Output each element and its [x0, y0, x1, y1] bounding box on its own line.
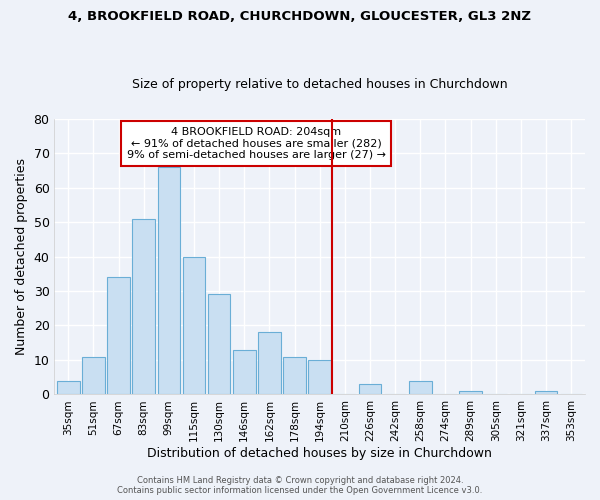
Bar — [258, 332, 281, 394]
Bar — [233, 350, 256, 395]
Bar — [57, 380, 80, 394]
Bar — [107, 277, 130, 394]
Text: 4, BROOKFIELD ROAD, CHURCHDOWN, GLOUCESTER, GL3 2NZ: 4, BROOKFIELD ROAD, CHURCHDOWN, GLOUCEST… — [68, 10, 532, 23]
Bar — [359, 384, 382, 394]
Bar — [133, 218, 155, 394]
Bar — [283, 356, 306, 395]
Bar — [82, 356, 105, 395]
Y-axis label: Number of detached properties: Number of detached properties — [15, 158, 28, 355]
Text: Contains HM Land Registry data © Crown copyright and database right 2024.
Contai: Contains HM Land Registry data © Crown c… — [118, 476, 482, 495]
Bar — [158, 167, 180, 394]
Bar — [535, 391, 557, 394]
Title: Size of property relative to detached houses in Churchdown: Size of property relative to detached ho… — [132, 78, 508, 91]
Bar — [459, 391, 482, 394]
Bar — [208, 294, 230, 394]
Bar — [182, 256, 205, 394]
Bar — [409, 380, 431, 394]
Text: 4 BROOKFIELD ROAD: 204sqm
← 91% of detached houses are smaller (282)
9% of semi-: 4 BROOKFIELD ROAD: 204sqm ← 91% of detac… — [127, 127, 386, 160]
Bar — [308, 360, 331, 394]
X-axis label: Distribution of detached houses by size in Churchdown: Distribution of detached houses by size … — [147, 447, 492, 460]
